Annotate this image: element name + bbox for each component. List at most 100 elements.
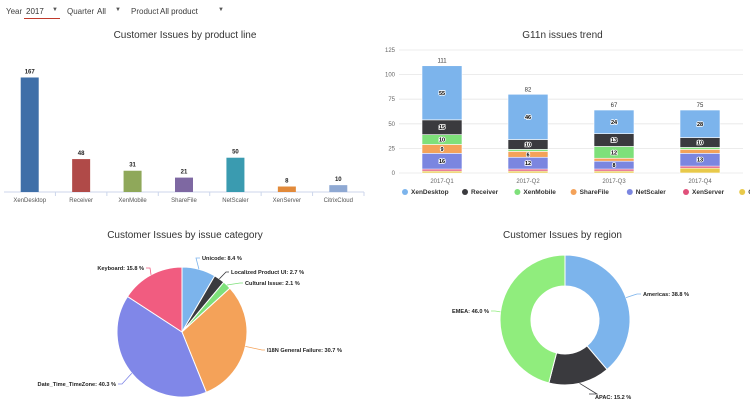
x-tick-label: XenServer xyxy=(273,198,301,204)
segment-label: 8 xyxy=(612,163,615,169)
connector-line xyxy=(226,282,243,286)
total-label: 111 xyxy=(437,59,447,65)
connector-line xyxy=(146,267,152,275)
y-tick-label: 50 xyxy=(388,122,395,128)
legend-label: XenServer xyxy=(692,189,725,196)
product-line-panel: Customer Issues by product line 167 XenDe… xyxy=(0,28,370,208)
x-tick-label: 2017-Q3 xyxy=(602,179,626,185)
connector-line xyxy=(491,310,501,313)
pie-slice xyxy=(499,254,566,384)
y-tick-label: 100 xyxy=(385,73,396,79)
y-tick-label: 75 xyxy=(388,97,395,103)
legend-label: ShareFile xyxy=(580,189,610,196)
slice-label: Localized Product UI: 2.7 % xyxy=(231,270,304,276)
data-label: 8 xyxy=(285,179,289,185)
chart-title: Customer Issues by issue category xyxy=(107,230,263,241)
legend-swatch xyxy=(462,189,468,195)
slice-label: Americas: 38.8 % xyxy=(643,292,689,298)
bar xyxy=(329,185,348,192)
stack-segment xyxy=(593,109,635,134)
stack-segment xyxy=(679,149,721,154)
y-tick-label: 125 xyxy=(385,48,396,54)
legend-swatch xyxy=(626,189,633,195)
segment-label: 9 xyxy=(440,147,443,153)
segment-label: 12 xyxy=(611,150,617,156)
slice-label: EMEA: 46.0 % xyxy=(452,309,489,315)
pie-slice xyxy=(564,254,631,371)
legend-swatch xyxy=(570,189,577,195)
segment-label: 28 xyxy=(697,122,703,128)
quarter-select[interactable]: All ▼ xyxy=(95,4,123,18)
legend-label: XenDesktop xyxy=(411,189,449,196)
connector-line xyxy=(245,345,265,351)
chevron-down-icon: ▼ xyxy=(115,7,121,13)
connector-line xyxy=(219,271,229,280)
data-label: 21 xyxy=(181,170,188,176)
legend-label: Receiver xyxy=(471,189,499,196)
stack-segment xyxy=(507,93,549,140)
total-label: 82 xyxy=(525,87,532,93)
g11n-trend-chart: 0 25 50 75 100 125 16 9 10 15 55 111 2017-Q1 12 6 10 46 8… xyxy=(385,48,750,196)
bar xyxy=(175,177,193,192)
bar xyxy=(277,186,296,192)
data-label: 10 xyxy=(335,177,342,183)
x-tick-label: CitrixCloud xyxy=(324,198,353,204)
data-label: 31 xyxy=(129,163,136,169)
product-select[interactable]: All product ▼ xyxy=(158,4,226,18)
bar xyxy=(123,170,142,192)
product-line-chart: 167 XenDesktop 48 Receiver 31 XenMobile 21 Shar… xyxy=(4,69,365,204)
y-tick-label: 0 xyxy=(392,171,396,177)
pie-slice xyxy=(116,295,207,398)
legend-label: NetScaler xyxy=(636,189,666,196)
x-tick-label: 2017-Q4 xyxy=(688,179,712,185)
product-value: All product xyxy=(160,7,198,16)
slice-label: APAC: 15.2 % xyxy=(595,395,631,401)
region-chart: Americas: 38.8 % APAC: 15.2 % EMEA: 46.0 % xyxy=(452,254,689,401)
x-tick-label: XenMobile xyxy=(118,198,147,204)
segment-label: 46 xyxy=(525,115,531,121)
total-label: 67 xyxy=(611,103,618,109)
total-label: 75 xyxy=(697,103,704,109)
segment-label: 10 xyxy=(525,142,531,148)
segment-label: 13 xyxy=(611,138,617,144)
stack-segment xyxy=(679,109,721,138)
stack-segment xyxy=(593,157,635,162)
data-label: 48 xyxy=(78,151,85,157)
bar xyxy=(20,77,39,192)
connector-line xyxy=(579,383,599,395)
segment-label: 16 xyxy=(439,159,445,165)
chart-title: Customer Issues by product line xyxy=(113,30,257,41)
filter-bar: Year 2017 ▼ Quarter All ▼ Product All pr… xyxy=(0,0,750,24)
slice-label: Date_Time_TimeZone: 40.3 % xyxy=(38,382,116,388)
segment-label: 13 xyxy=(697,158,703,164)
x-tick-label: Receiver xyxy=(69,198,93,204)
stack-segment xyxy=(679,167,721,174)
x-tick-label: XenDesktop xyxy=(13,198,46,204)
x-tick-label: NetScaler xyxy=(222,198,248,204)
segment-label: 6 xyxy=(526,152,529,158)
connector-line xyxy=(118,373,133,385)
slice-label: Keyboard: 15.8 % xyxy=(97,266,144,272)
legend-swatch xyxy=(514,189,521,195)
x-tick-label: 2017-Q2 xyxy=(516,179,540,185)
segment-label: 10 xyxy=(697,140,703,146)
chevron-down-icon: ▼ xyxy=(218,7,224,13)
connector-line xyxy=(195,257,200,270)
data-label: 167 xyxy=(25,69,36,75)
slice-label: Unicode: 8.4 % xyxy=(202,256,242,262)
legend-label: XenMobile xyxy=(523,189,556,196)
slice-label: I18N General Failure: 30.7 % xyxy=(267,348,342,354)
legend-swatch xyxy=(402,189,408,195)
segment-label: 24 xyxy=(611,120,618,126)
connector-line xyxy=(625,293,641,298)
chevron-down-icon: ▼ xyxy=(52,7,58,13)
issue-category-panel: Customer Issues by issue category Unicod… xyxy=(0,226,370,406)
legend-label: CitrixCloud xyxy=(748,189,750,196)
segment-label: 15 xyxy=(439,125,445,131)
segment-label: 55 xyxy=(439,91,445,97)
x-tick-label: ShareFile xyxy=(171,198,197,204)
quarter-value: All xyxy=(97,7,106,16)
year-select[interactable]: 2017 ▼ xyxy=(24,4,60,19)
data-label: 50 xyxy=(232,150,239,156)
segment-label: 10 xyxy=(439,138,445,144)
